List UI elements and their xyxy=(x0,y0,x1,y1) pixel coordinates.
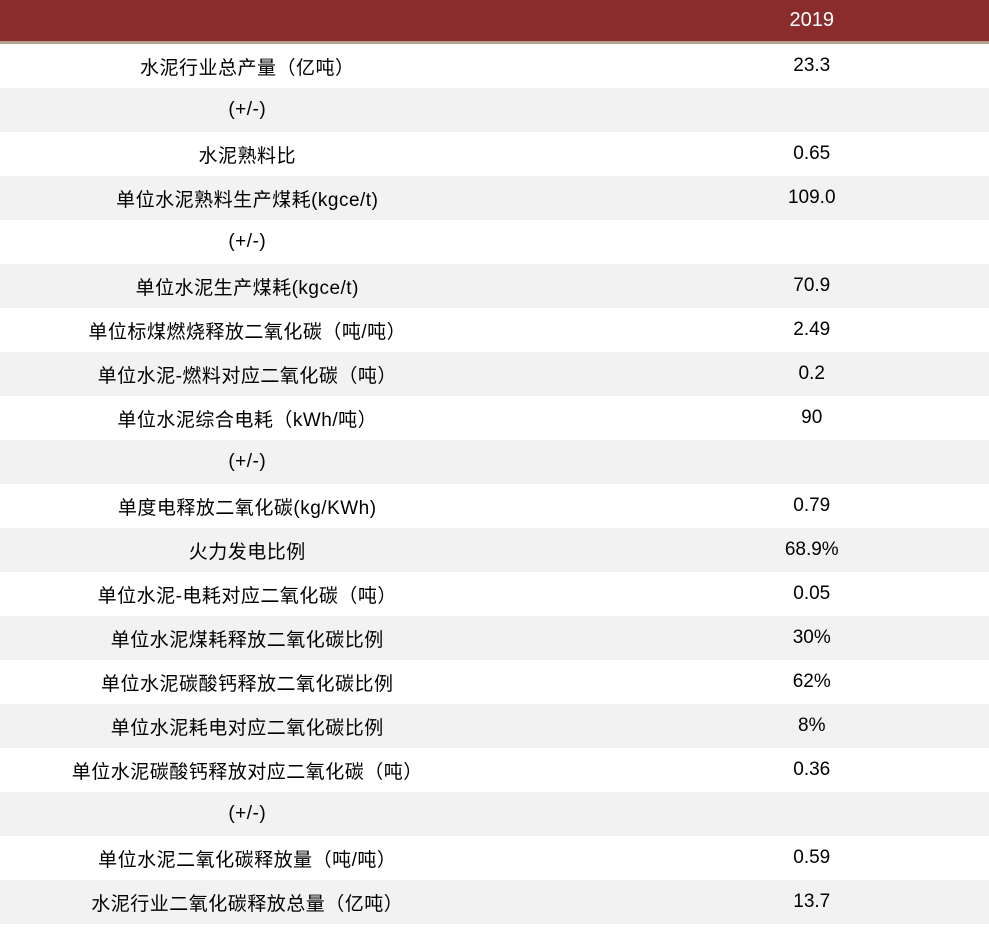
row-label: (+/-) xyxy=(0,99,495,121)
table-row: 单位水泥生产煤耗(kgce/t)70.9 xyxy=(0,264,989,308)
row-label: (+/-) xyxy=(0,803,495,825)
row-value: 62% xyxy=(495,671,989,693)
row-label: 单位水泥耗电对应二氧化碳比例 xyxy=(0,713,495,740)
table-row: 单位水泥-电耗对应二氧化碳（吨）0.05 xyxy=(0,572,989,616)
row-label: 火力发电比例 xyxy=(0,537,495,564)
table-row: (+/-) xyxy=(0,792,989,836)
row-value: 0.36 xyxy=(495,759,989,781)
header-year: 2019 xyxy=(495,9,989,32)
table-row: 单位标煤燃烧释放二氧化碳（吨/吨）2.49 xyxy=(0,308,989,352)
table-row: 单位水泥耗电对应二氧化碳比例8% xyxy=(0,704,989,748)
data-table: 2019 水泥行业总产量（亿吨）23.3(+/-)水泥熟料比0.65单位水泥熟料… xyxy=(0,0,989,924)
row-label: 单位水泥碳酸钙释放二氧化碳比例 xyxy=(0,669,495,696)
table-row: 水泥行业二氧化碳释放总量（亿吨）13.7 xyxy=(0,880,989,924)
row-value: 0.2 xyxy=(495,363,989,385)
row-value: 0.79 xyxy=(495,495,989,517)
table-row: 单位水泥二氧化碳释放量（吨/吨）0.59 xyxy=(0,836,989,880)
row-value: 70.9 xyxy=(495,275,989,297)
table-row: (+/-) xyxy=(0,220,989,264)
table-row: (+/-) xyxy=(0,440,989,484)
row-value: 8% xyxy=(495,715,989,737)
table-row: 水泥熟料比0.65 xyxy=(0,132,989,176)
table-body: 水泥行业总产量（亿吨）23.3(+/-)水泥熟料比0.65单位水泥熟料生产煤耗(… xyxy=(0,44,989,924)
row-label: 单位标煤燃烧释放二氧化碳（吨/吨） xyxy=(0,317,495,344)
table-row: 单位水泥煤耗释放二氧化碳比例30% xyxy=(0,616,989,660)
row-label: 单位水泥二氧化碳释放量（吨/吨） xyxy=(0,845,495,872)
row-value: 0.05 xyxy=(495,583,989,605)
row-label: 单位水泥熟料生产煤耗(kgce/t) xyxy=(0,185,495,212)
row-value: 13.7 xyxy=(495,891,989,913)
table-row: (+/-) xyxy=(0,88,989,132)
table-header-row: 2019 xyxy=(0,0,989,44)
row-value: 90 xyxy=(495,407,989,429)
table-row: 单位水泥碳酸钙释放对应二氧化碳（吨）0.36 xyxy=(0,748,989,792)
row-label: 单度电释放二氧化碳(kg/KWh) xyxy=(0,493,495,520)
row-label: 单位水泥煤耗释放二氧化碳比例 xyxy=(0,625,495,652)
row-value: 0.59 xyxy=(495,847,989,869)
row-value: 68.9% xyxy=(495,539,989,561)
row-label: 水泥行业总产量（亿吨） xyxy=(0,53,495,80)
table-row: 单位水泥碳酸钙释放二氧化碳比例62% xyxy=(0,660,989,704)
row-label: (+/-) xyxy=(0,451,495,473)
row-label: 单位水泥-电耗对应二氧化碳（吨） xyxy=(0,581,495,608)
row-value: 109.0 xyxy=(495,187,989,209)
row-label: (+/-) xyxy=(0,231,495,253)
table-row: 火力发电比例68.9% xyxy=(0,528,989,572)
row-label: 单位水泥-燃料对应二氧化碳（吨） xyxy=(0,361,495,388)
row-label: 单位水泥生产煤耗(kgce/t) xyxy=(0,273,495,300)
table-row: 单位水泥-燃料对应二氧化碳（吨）0.2 xyxy=(0,352,989,396)
row-label: 单位水泥碳酸钙释放对应二氧化碳（吨） xyxy=(0,757,495,784)
table-row: 水泥行业总产量（亿吨）23.3 xyxy=(0,44,989,88)
row-label: 水泥熟料比 xyxy=(0,141,495,168)
table-row: 单度电释放二氧化碳(kg/KWh)0.79 xyxy=(0,484,989,528)
row-value: 0.65 xyxy=(495,143,989,165)
row-label: 单位水泥综合电耗（kWh/吨） xyxy=(0,405,495,432)
row-value: 23.3 xyxy=(495,55,989,77)
table-row: 单位水泥综合电耗（kWh/吨）90 xyxy=(0,396,989,440)
row-value: 30% xyxy=(495,627,989,649)
row-label: 水泥行业二氧化碳释放总量（亿吨） xyxy=(0,889,495,916)
row-value: 2.49 xyxy=(495,319,989,341)
table-row: 单位水泥熟料生产煤耗(kgce/t)109.0 xyxy=(0,176,989,220)
